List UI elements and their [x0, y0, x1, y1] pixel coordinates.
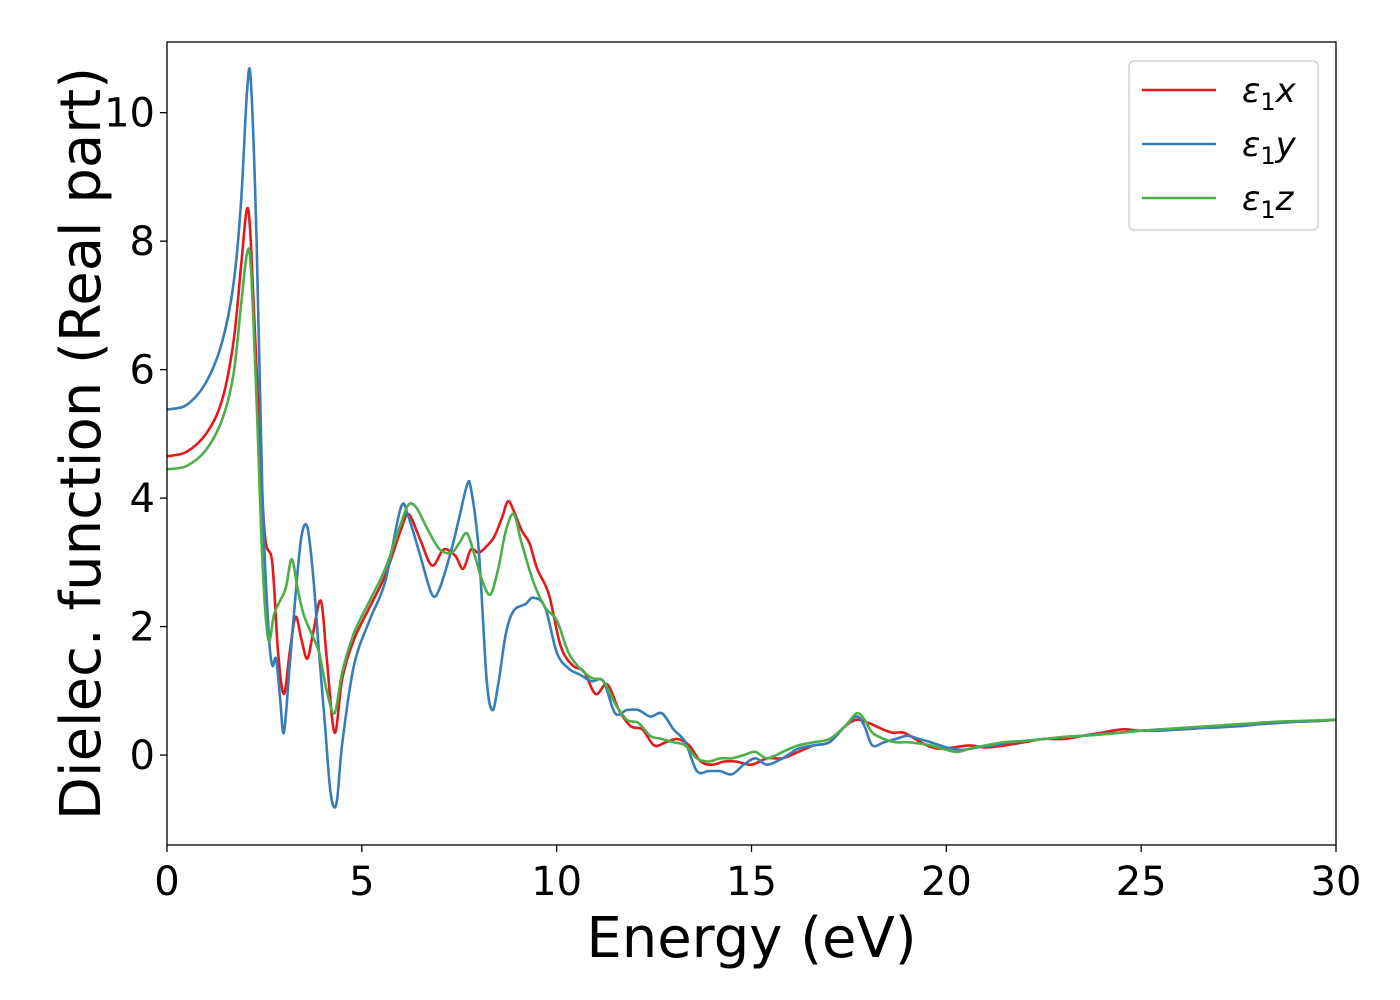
- y-axis-label: Dielec. function (Real part): [49, 67, 114, 820]
- x-axis-label: Energy (eV): [586, 906, 916, 971]
- y-tick-label: 10: [104, 91, 155, 137]
- y-tick-label: 6: [130, 348, 155, 394]
- x-axis: 0 5 10 15 20 25 30: [154, 845, 1361, 905]
- plot-lines: [167, 67, 1336, 809]
- legend-label: ε1x: [1242, 71, 1297, 116]
- legend-box: [1128, 60, 1319, 231]
- x-tick-label: 5: [349, 859, 374, 905]
- x-tick-label: 0: [154, 859, 179, 905]
- legend-item-x: ε1x: [1142, 71, 1297, 116]
- x-tick-label: 15: [726, 859, 777, 905]
- x-tick-label: 30: [1311, 859, 1362, 905]
- y-axis: 0 2 4 6 8 10: [104, 91, 167, 779]
- x-tick-label: 20: [921, 859, 972, 905]
- x-tick-label: 10: [531, 859, 582, 905]
- y-tick-label: 8: [130, 219, 155, 265]
- legend-item-z: ε1z: [1142, 179, 1295, 224]
- y-tick-label: 0: [130, 733, 155, 779]
- legend-label: ε1z: [1242, 179, 1295, 224]
- legend-label: ε1y: [1242, 125, 1297, 170]
- y-tick-label: 2: [130, 605, 155, 651]
- y-tick-label: 4: [130, 476, 155, 522]
- legend: ε1x ε1y ε1z: [1128, 60, 1319, 231]
- legend-item-y: ε1y: [1142, 125, 1297, 170]
- x-tick-label: 25: [1116, 859, 1167, 905]
- series-line-z: [167, 247, 1336, 763]
